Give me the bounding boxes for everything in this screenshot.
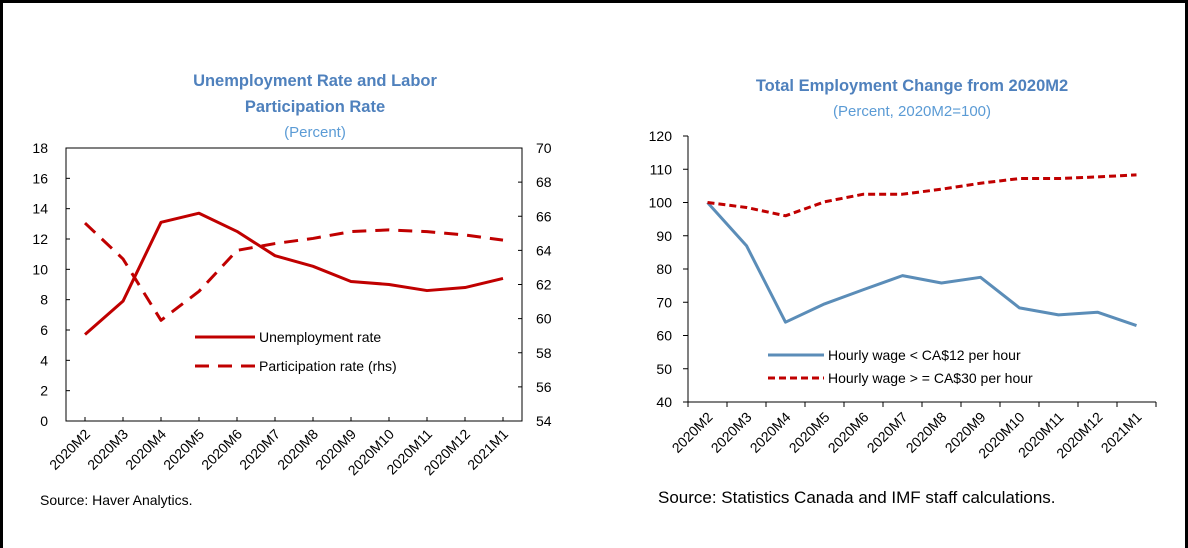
left-chart-source: Source: Haver Analytics. [40, 492, 193, 508]
right-y-tick-label: 90 [656, 228, 672, 244]
left-y-tick-label: 0 [40, 413, 48, 429]
right-chart-title: Total Employment Change from 2020M2 [756, 77, 1068, 95]
left-y-tick-label: 16 [32, 170, 48, 186]
right-axis-tick-label: 68 [536, 174, 552, 190]
right-axis-tick-label: 54 [536, 413, 552, 429]
left-x-tick-label: 2020M8 [274, 426, 321, 473]
left-y-tick-label: 14 [32, 201, 48, 217]
left-y-tick-label: 6 [40, 322, 48, 338]
right-axis-tick-label: 58 [536, 345, 552, 361]
left-chart: Unemployment Rate and Labor Participatio… [32, 72, 551, 508]
right-x-tick-label: 2021M1 [1098, 409, 1145, 456]
left-y-tick-label: 2 [40, 383, 48, 399]
right-chart-subtitle: (Percent, 2020M2=100) [833, 103, 991, 120]
right-legend-label-2: Hourly wage > = CA$30 per hour [828, 370, 1033, 386]
left-y-tick-label: 8 [40, 292, 48, 308]
right-x-tick-label: 2020M5 [786, 409, 833, 456]
right-y-tick-label: 80 [656, 261, 672, 277]
left-y-tick-label: 4 [40, 352, 48, 368]
right-axis-tick-label: 60 [536, 311, 552, 327]
right-series-line-2 [707, 173, 1137, 218]
right-axis-tick-label: 64 [536, 242, 552, 258]
left-x-tick-label: 2020M6 [198, 426, 245, 473]
right-axis-tick-label: 66 [536, 208, 552, 224]
right-y-tick-label: 50 [656, 361, 672, 377]
right-x-tick-label: 2020M2 [669, 409, 716, 456]
left-y-tick-label: 12 [32, 231, 48, 247]
right-axis-tick-label: 70 [536, 140, 552, 156]
left-chart-title-line-1: Unemployment Rate and Labor [193, 72, 437, 90]
right-chart-source: Source: Statistics Canada and IMF staff … [658, 488, 1056, 507]
right-x-tick-label: 2020M7 [864, 409, 911, 456]
right-chart: Total Employment Change from 2020M2 (Per… [649, 77, 1157, 507]
left-legend-label-2: Participation rate (rhs) [259, 358, 397, 374]
left-legend-label-1: Unemployment rate [259, 329, 381, 345]
right-axis-tick-label: 56 [536, 379, 552, 395]
left-series-line-2 [83, 221, 504, 322]
right-axis-tick-label: 62 [536, 277, 552, 293]
right-x-tick-label: 2020M8 [903, 409, 950, 456]
right-y-tick-label: 100 [649, 195, 673, 211]
right-plot: 4050607080901001101202020M22020M32020M42… [649, 128, 1157, 461]
right-y-tick-label: 60 [656, 328, 672, 344]
left-x-tick-label: 2020M3 [84, 426, 131, 473]
left-x-tick-label: 2020M4 [122, 426, 169, 473]
right-series-line-1 [706, 201, 1137, 327]
right-y-tick-label: 40 [656, 394, 672, 410]
left-series-line-1 [84, 211, 504, 336]
right-y-tick-label: 120 [649, 128, 673, 144]
left-y-tick-label: 18 [32, 140, 48, 156]
right-legend-label-1: Hourly wage < CA$12 per hour [828, 347, 1021, 363]
left-x-tick-label: 2020M7 [236, 426, 283, 473]
left-chart-subtitle: (Percent) [284, 124, 346, 141]
right-y-tick-label: 70 [656, 294, 672, 310]
right-x-tick-label: 2020M3 [708, 409, 755, 456]
right-y-tick-label: 110 [650, 161, 673, 177]
left-x-tick-label: 2020M5 [160, 426, 207, 473]
left-x-tick-label: 2020M2 [46, 426, 93, 473]
right-x-tick-label: 2020M4 [747, 409, 794, 456]
left-plot: 0246810121416185456586062646668702020M22… [32, 140, 551, 478]
left-plot-frame [65, 147, 523, 422]
left-y-tick-label: 10 [32, 261, 48, 277]
right-x-tick-label: 2020M6 [825, 409, 872, 456]
left-chart-title-line-2: Participation Rate [245, 98, 385, 116]
left-x-tick-label: 2021M1 [464, 426, 511, 473]
